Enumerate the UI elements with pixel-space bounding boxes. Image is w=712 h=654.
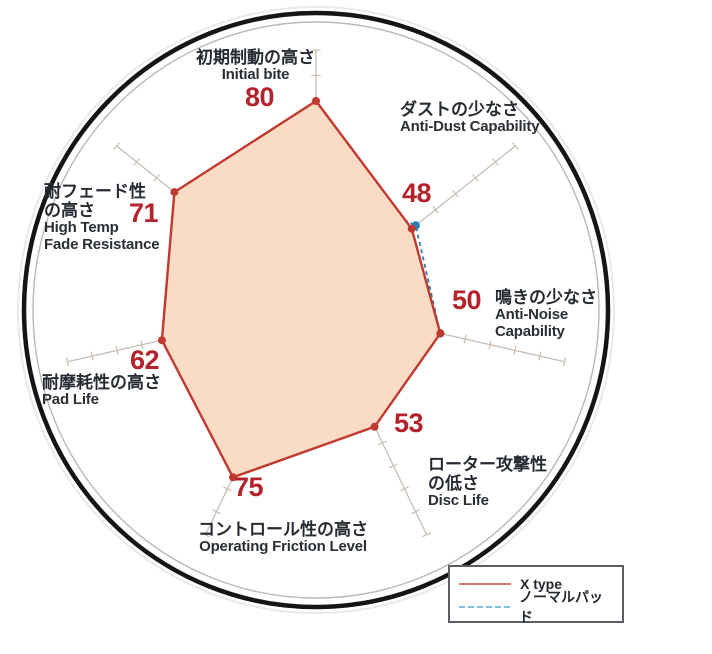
radar-axis-tick	[133, 158, 140, 166]
series-data-point	[157, 336, 166, 345]
legend-swatch-solid-line	[459, 582, 511, 585]
value-label-operating-friction: 75	[234, 472, 264, 502]
radar-axis-tick	[513, 345, 517, 355]
axis-label-high-temp-fade: 耐フェード性 の高さ High Temp Fade Resistance	[44, 182, 160, 254]
series-x-type	[157, 97, 445, 482]
axis-label-anti-dust-en: Anti-Dust Capability	[400, 118, 540, 136]
axis-label-disc-life-jp: ローター攻撃性 の低さ	[428, 455, 547, 494]
axis-label-anti-dust: ダストの少なさ Anti-Dust Capability	[400, 100, 540, 136]
radar-axis-tick	[212, 509, 221, 515]
axis-label-anti-noise-en: Anti-Noise Capability	[495, 306, 569, 340]
radar-axis-tick	[113, 142, 120, 150]
radar-axis-tick	[538, 351, 542, 361]
value-label-disc-life: 53	[394, 408, 424, 438]
radar-axis-tick	[563, 357, 567, 367]
legend-row-x-type: X type	[457, 572, 615, 595]
axis-label-pad-life-en: Pad Life	[42, 391, 99, 409]
axis-label-operating-friction-jp: コントロール性の高さ	[198, 520, 368, 539]
series-data-point	[407, 224, 416, 233]
series-data-point	[370, 422, 379, 431]
axis-label-initial-bite-jp: 初期制動の高さ	[196, 48, 315, 67]
axis-label-anti-noise-jp: 鳴きの少なさ	[495, 288, 597, 307]
radar-axis-tick	[411, 509, 420, 515]
axis-label-operating-friction-en: Operating Friction Level	[199, 538, 367, 556]
radar-axis-tick	[201, 532, 210, 538]
radar-axis-tick	[115, 345, 119, 355]
axis-label-high-temp-fade-en: High Temp Fade Resistance	[44, 219, 160, 253]
legend-swatch-dashed-line	[459, 605, 510, 608]
axis-label-initial-bite: 初期制動の高さ Initial bite	[196, 48, 315, 84]
axis-label-pad-life: 耐摩耗性の高さ Pad Life	[42, 373, 161, 409]
value-label-anti-dust: 48	[402, 178, 432, 208]
axis-label-disc-life: ローター攻撃性 の低さ Disc Life	[428, 455, 547, 510]
radar-axis-tick	[432, 205, 439, 214]
radar-axis-tick	[90, 351, 94, 361]
radar-axis-tick	[512, 142, 519, 150]
value-label-pad-life: 62	[130, 345, 160, 375]
radar-axis-tick	[153, 173, 160, 182]
axis-label-initial-bite-en: Initial bite	[221, 66, 290, 84]
axis-label-pad-life-jp: 耐摩耗性の高さ	[42, 373, 161, 392]
radar-axis-tick	[65, 357, 69, 367]
radar-axis-tick	[400, 486, 409, 492]
radar-axis-tick	[488, 340, 492, 350]
outer-ring-thick	[21, 10, 611, 610]
chart-legend: X type ノーマルパッド	[448, 565, 624, 625]
series-outline	[160, 99, 442, 479]
legend-label-x-type: X type	[520, 575, 563, 592]
outer-ring-halo	[17, 6, 615, 614]
radar-axis-tick	[378, 440, 387, 446]
radar-axis-tick	[389, 463, 398, 469]
value-label-high-temp-fade: 71	[129, 198, 159, 228]
axis-label-anti-dust-jp: ダストの少なさ	[400, 100, 519, 119]
series-data-point	[312, 97, 320, 105]
radar-axis-tick	[422, 532, 431, 538]
radar-axis-tick	[472, 173, 479, 182]
radar-axis-tick	[140, 340, 144, 350]
axis-label-anti-noise: 鳴きの少なさ Anti-Noise Capability	[495, 288, 597, 341]
axis-label-high-temp-fade-jp: 耐フェード性 の高さ	[44, 182, 146, 221]
series-data-point	[170, 188, 179, 197]
legend-label-normal-pad: ノーマルパッド	[518, 588, 603, 625]
radar-axis-tick	[452, 189, 459, 198]
axis-label-operating-friction: コントロール性の高さ Operating Friction Level	[198, 520, 368, 556]
value-label-anti-noise: 50	[452, 285, 482, 315]
series-fill-area	[161, 101, 441, 478]
series-data-point	[229, 473, 237, 482]
series-data-point	[436, 329, 445, 338]
legend-row-normal-pad: ノーマルパッド	[457, 589, 615, 625]
outer-ring-thin	[32, 21, 600, 599]
radar-axis-tick	[463, 334, 467, 344]
axis-label-disc-life-en: Disc Life	[428, 492, 489, 510]
radar-axis-tick	[492, 158, 499, 166]
radar-axis-tick	[223, 486, 232, 492]
outer-ring-group	[17, 6, 615, 614]
value-label-initial-bite: 80	[245, 82, 275, 112]
